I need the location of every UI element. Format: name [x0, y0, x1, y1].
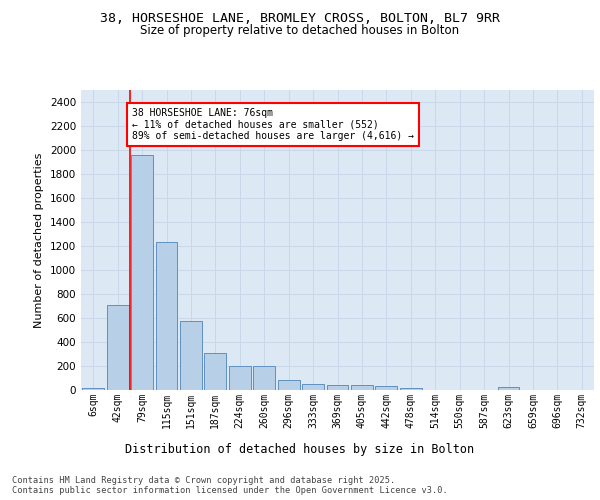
Bar	[376, 386, 397, 390]
Text: 38 HORSESHOE LANE: 76sqm
← 11% of detached houses are smaller (552)
89% of semi-: 38 HORSESHOE LANE: 76sqm ← 11% of detach…	[133, 108, 415, 141]
Bar	[351, 386, 373, 390]
Bar	[229, 366, 251, 390]
Y-axis label: Number of detached properties: Number of detached properties	[34, 152, 44, 328]
Bar	[278, 380, 299, 390]
Text: Distribution of detached houses by size in Bolton: Distribution of detached houses by size …	[125, 442, 475, 456]
Text: Size of property relative to detached houses in Bolton: Size of property relative to detached ho…	[140, 24, 460, 37]
Bar	[400, 388, 422, 390]
Bar	[82, 388, 104, 390]
Bar	[253, 366, 275, 390]
Text: 38, HORSESHOE LANE, BROMLEY CROSS, BOLTON, BL7 9RR: 38, HORSESHOE LANE, BROMLEY CROSS, BOLTO…	[100, 12, 500, 26]
Bar	[107, 305, 128, 390]
Text: Contains HM Land Registry data © Crown copyright and database right 2025.
Contai: Contains HM Land Registry data © Crown c…	[12, 476, 448, 495]
Bar	[497, 388, 520, 390]
Bar	[302, 384, 324, 390]
Bar	[205, 354, 226, 390]
Bar	[180, 321, 202, 390]
Bar	[326, 386, 349, 390]
Bar	[131, 155, 153, 390]
Bar	[155, 242, 178, 390]
